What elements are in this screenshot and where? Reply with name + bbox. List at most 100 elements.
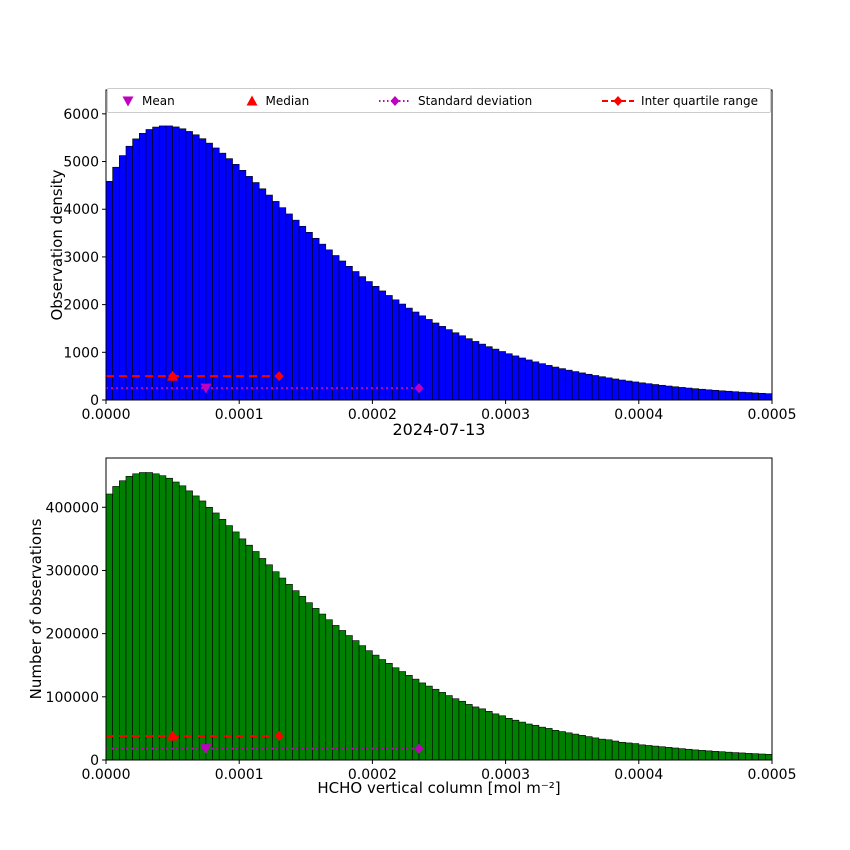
- histogram-bar: [278, 207, 287, 401]
- y-tick-label: 5000: [63, 155, 99, 171]
- histogram-bar: [558, 368, 566, 401]
- histogram-bar: [578, 735, 586, 761]
- histogram-bar: [645, 383, 653, 401]
- histogram-bar: [638, 744, 646, 761]
- histogram-bar: [325, 619, 333, 761]
- histogram-bar: [305, 232, 313, 401]
- bottom-histogram: 0.0000 0.0001 0.0002 0.0003 0.0004 0.0005 0 100…: [46, 457, 797, 783]
- x-tick-label: 0.0002: [348, 767, 397, 783]
- histogram-bar: [538, 726, 546, 761]
- histogram-bar: [365, 650, 373, 761]
- y-tick-label: 100000: [46, 690, 99, 706]
- y-tick-label: 1000: [63, 345, 99, 361]
- histogram-bar: [192, 495, 200, 761]
- bottom-y-axis-label: Number of observations: [27, 518, 45, 700]
- histogram-bar: [458, 335, 466, 401]
- x-tick-label: 0.0005: [748, 407, 797, 423]
- histogram-bar: [625, 742, 633, 761]
- histogram-bar: [265, 564, 273, 761]
- histogram-bar: [445, 695, 453, 761]
- histogram-bar: [471, 706, 480, 761]
- histogram-bar: [598, 376, 606, 401]
- histogram-bar: [531, 361, 540, 401]
- histogram-bar: [691, 388, 700, 401]
- histogram-bar: [678, 748, 686, 761]
- histogram-bar: [598, 738, 606, 761]
- median-marker: [167, 370, 179, 381]
- legend-diamond-glyph: [390, 95, 400, 106]
- histogram-bar: [205, 506, 213, 761]
- histogram-bar: [225, 158, 233, 401]
- histogram-bar: [298, 225, 307, 401]
- histogram-bar: [405, 675, 413, 761]
- histogram-bar: [525, 723, 533, 761]
- histogram-bar: [125, 145, 133, 401]
- x-tick-label: 0.0003: [481, 767, 530, 783]
- histogram-bar: [312, 608, 320, 761]
- histogram-bar: [551, 366, 560, 401]
- x-tick-label: 0.0004: [614, 407, 663, 423]
- legend-triangle-up-glyph: [246, 95, 258, 105]
- plot-title: 2024-07-13: [392, 420, 486, 439]
- histogram-bar: [158, 475, 167, 761]
- legend-item-std: Standard deviation: [378, 94, 532, 108]
- histogram-bar: [498, 715, 506, 761]
- histogram-bar: [625, 380, 633, 401]
- legend-label: Standard deviation: [418, 93, 533, 108]
- histogram-bar: [565, 369, 573, 401]
- histogram-bar: [758, 392, 766, 401]
- histogram-bar: [505, 353, 513, 401]
- histogram-bar: [285, 213, 293, 401]
- legend-label: Mean: [142, 93, 175, 108]
- std-deviation-marker-icon: [378, 94, 412, 108]
- histogram-bar: [105, 181, 113, 401]
- histogram-bar: [425, 685, 433, 761]
- histogram-bar: [312, 237, 320, 401]
- histogram-bar: [591, 737, 600, 761]
- histogram-bar: [585, 736, 593, 761]
- histogram-bar: [218, 518, 227, 761]
- legend-item-iqr: Inter quartile range: [601, 94, 758, 108]
- histogram-bar: [252, 551, 260, 761]
- histogram-bar: [618, 742, 626, 761]
- histogram-bar: [265, 194, 273, 401]
- histogram-bar: [112, 486, 120, 761]
- y-tick-label: 200000: [46, 627, 99, 643]
- histogram-bar: [665, 747, 673, 761]
- histogram-bar: [358, 276, 367, 401]
- histogram-bar: [765, 393, 773, 401]
- histogram-bar: [725, 751, 733, 761]
- histogram-bar: [238, 538, 247, 761]
- histogram-bar: [212, 147, 220, 401]
- histogram-bar: [172, 481, 180, 761]
- histogram-bar: [372, 286, 380, 401]
- histogram-bar: [478, 343, 486, 401]
- histogram-bar: [605, 739, 613, 761]
- histogram-bar: [305, 602, 313, 761]
- histogram-bar: [698, 388, 706, 401]
- histogram-bar: [212, 512, 220, 761]
- histogram-bar: [245, 176, 253, 401]
- histogram-bar: [158, 125, 167, 401]
- histogram-bar: [511, 355, 520, 401]
- histogram-bar: [145, 129, 153, 401]
- x-tick-label: 0.0004: [614, 767, 663, 783]
- histogram-bar: [485, 711, 493, 761]
- histogram-bar: [578, 372, 586, 401]
- histogram-bar: [751, 753, 759, 761]
- histogram-bar: [139, 472, 147, 761]
- histogram-bar: [731, 752, 739, 761]
- histogram-bar: [392, 667, 400, 761]
- x-axis-label: HCHO vertical column [mol m⁻²]: [317, 779, 561, 797]
- histogram-bar: [705, 750, 713, 761]
- histogram-bar: [745, 392, 753, 401]
- histogram-bar: [731, 391, 739, 401]
- histogram-bar: [398, 303, 407, 401]
- top-histogram: 0.0000 0.0001 0.0002 0.0003 0.0004 0.0005 0 100…: [63, 89, 797, 423]
- histogram-bar: [738, 391, 746, 401]
- histogram-bar: [765, 754, 773, 761]
- y-tick-label: 4000: [63, 202, 99, 218]
- histogram-bar: [571, 733, 580, 761]
- histogram-bar: [585, 373, 593, 401]
